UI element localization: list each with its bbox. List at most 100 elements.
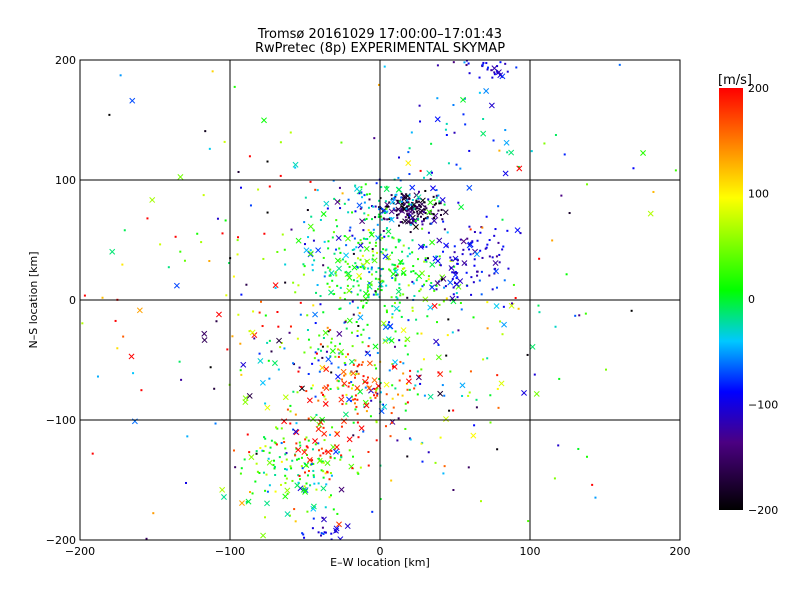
data-point-136 bbox=[433, 217, 436, 220]
data-point-1113 bbox=[273, 465, 276, 468]
data-point-248 bbox=[361, 196, 364, 199]
data-point-cross-1208 bbox=[315, 426, 322, 432]
data-point-10 bbox=[393, 209, 396, 212]
data-point-825 bbox=[360, 333, 363, 336]
data-point-730 bbox=[464, 123, 467, 126]
data-point-cross-710 bbox=[497, 72, 504, 79]
data-point-1258 bbox=[489, 421, 492, 424]
data-point-339 bbox=[412, 282, 415, 285]
data-point-1447 bbox=[303, 265, 306, 268]
data-point-1506 bbox=[257, 188, 260, 191]
data-point-438 bbox=[368, 271, 371, 274]
data-point-1312 bbox=[208, 147, 211, 150]
data-point-879 bbox=[421, 460, 424, 463]
data-point-cross-1287 bbox=[501, 321, 508, 328]
data-point-1362 bbox=[240, 293, 243, 296]
data-point-cross-1395 bbox=[216, 311, 222, 318]
data-point-972 bbox=[409, 369, 412, 372]
data-point-876 bbox=[342, 384, 345, 387]
scatter-points bbox=[81, 60, 677, 540]
data-point-571 bbox=[323, 275, 326, 278]
data-point-777 bbox=[341, 353, 344, 356]
data-point-475 bbox=[438, 303, 441, 306]
data-point-1488 bbox=[245, 283, 248, 286]
data-point-cross-1015 bbox=[284, 487, 291, 494]
data-point-952 bbox=[317, 399, 320, 402]
data-point-234 bbox=[367, 206, 370, 209]
data-point-236 bbox=[354, 184, 357, 187]
data-point-928 bbox=[297, 370, 300, 373]
data-point-247 bbox=[363, 201, 366, 204]
data-point-1093 bbox=[256, 470, 259, 473]
data-point-1486 bbox=[262, 257, 265, 260]
data-point-1489 bbox=[288, 331, 291, 334]
data-point-185 bbox=[400, 196, 403, 199]
data-point-374 bbox=[366, 323, 369, 326]
data-point-85 bbox=[403, 202, 406, 205]
data-point-335 bbox=[367, 214, 370, 217]
data-point-cross-260 bbox=[429, 239, 436, 246]
data-point-320 bbox=[398, 301, 401, 304]
data-point-1195 bbox=[351, 467, 354, 470]
data-point-874 bbox=[307, 439, 310, 442]
data-point-962 bbox=[366, 376, 369, 379]
data-point-1010 bbox=[329, 494, 332, 497]
data-point-526 bbox=[411, 280, 414, 283]
data-point-cross-1407 bbox=[640, 150, 647, 156]
data-point-1452 bbox=[91, 452, 94, 455]
data-point-cross-1239 bbox=[431, 303, 438, 309]
data-point-695 bbox=[506, 70, 509, 73]
data-point-573 bbox=[319, 303, 322, 306]
data-point-319 bbox=[380, 250, 383, 253]
data-point-cross-1373 bbox=[281, 418, 288, 425]
data-point-960 bbox=[348, 382, 351, 385]
data-point-cross-1001 bbox=[266, 459, 273, 466]
data-point-cross-493 bbox=[315, 247, 322, 254]
data-point-214 bbox=[433, 199, 436, 202]
data-point-cross-951 bbox=[322, 400, 329, 407]
data-point-1096 bbox=[245, 500, 248, 503]
data-point-708 bbox=[493, 73, 496, 76]
data-point-188 bbox=[397, 176, 400, 179]
data-point-395 bbox=[372, 228, 375, 231]
data-point-179 bbox=[378, 199, 381, 202]
data-point-cross-949 bbox=[341, 418, 347, 425]
data-point-238 bbox=[368, 192, 371, 195]
data-point-cross-892 bbox=[335, 373, 341, 380]
data-point-1351 bbox=[223, 140, 226, 143]
data-point-1359 bbox=[123, 229, 126, 232]
data-point-187 bbox=[408, 203, 411, 206]
data-point-cross-782 bbox=[259, 379, 266, 386]
data-point-162 bbox=[377, 213, 380, 216]
data-point-476 bbox=[302, 273, 305, 276]
data-point-cross-1434 bbox=[516, 165, 523, 172]
data-point-cross-548 bbox=[307, 250, 314, 257]
data-point-645 bbox=[456, 296, 459, 299]
data-point-201 bbox=[360, 191, 363, 194]
data-point-698 bbox=[499, 61, 502, 64]
data-point-1170 bbox=[283, 440, 286, 443]
data-point-138 bbox=[410, 221, 413, 224]
data-point-347 bbox=[354, 262, 357, 265]
data-point-941 bbox=[356, 398, 359, 401]
data-point-195 bbox=[347, 198, 350, 201]
data-point-1244 bbox=[585, 455, 588, 458]
x-axis-label: E–W location [km] bbox=[330, 556, 430, 569]
data-point-430 bbox=[391, 236, 394, 239]
data-point-1485 bbox=[343, 361, 346, 364]
data-point-465 bbox=[346, 262, 349, 265]
data-point-1279 bbox=[384, 425, 387, 428]
data-point-1256 bbox=[557, 444, 560, 447]
data-point-1396 bbox=[101, 296, 104, 299]
data-point-cross-1020 bbox=[320, 485, 327, 492]
data-point-1159 bbox=[330, 532, 333, 535]
data-point-cross-958 bbox=[366, 360, 373, 367]
data-point-1306 bbox=[221, 232, 224, 235]
data-point-1500 bbox=[538, 257, 541, 260]
data-point-88 bbox=[429, 178, 432, 181]
data-point-847 bbox=[345, 393, 348, 396]
data-point-1107 bbox=[297, 481, 300, 484]
data-point-cross-556 bbox=[295, 237, 302, 244]
data-point-1456 bbox=[398, 156, 401, 159]
data-point-365 bbox=[376, 251, 379, 254]
